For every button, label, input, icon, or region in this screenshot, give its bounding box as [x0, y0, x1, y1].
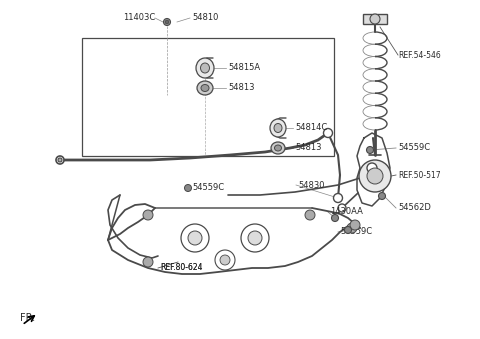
Circle shape	[165, 20, 169, 24]
Text: 54815A: 54815A	[228, 63, 260, 73]
Text: REF.80-624: REF.80-624	[160, 263, 203, 273]
Circle shape	[332, 215, 338, 221]
Ellipse shape	[201, 63, 209, 73]
Circle shape	[345, 226, 351, 234]
Ellipse shape	[270, 119, 286, 137]
Text: FR.: FR.	[20, 313, 35, 323]
Circle shape	[56, 156, 64, 164]
Circle shape	[370, 14, 380, 24]
Text: 54813: 54813	[295, 143, 322, 153]
Circle shape	[184, 184, 192, 192]
Circle shape	[359, 160, 391, 192]
Circle shape	[379, 193, 385, 199]
Text: 1430AA: 1430AA	[330, 207, 363, 217]
Circle shape	[367, 168, 383, 184]
Ellipse shape	[196, 58, 214, 78]
Ellipse shape	[201, 84, 209, 92]
Circle shape	[350, 220, 360, 230]
Bar	[82, 38, 334, 156]
Text: REF.54-546: REF.54-546	[398, 51, 441, 60]
Bar	[363, 14, 387, 24]
Text: 54814C: 54814C	[295, 123, 327, 133]
Circle shape	[143, 210, 153, 220]
Ellipse shape	[275, 145, 281, 151]
Circle shape	[334, 194, 343, 202]
Circle shape	[338, 204, 346, 212]
Circle shape	[367, 146, 373, 154]
Text: 11403C: 11403C	[123, 14, 155, 22]
Text: 54559C: 54559C	[398, 143, 430, 153]
Text: 54830: 54830	[298, 180, 324, 190]
Circle shape	[248, 231, 262, 245]
Circle shape	[324, 128, 333, 138]
Circle shape	[188, 231, 202, 245]
Text: 54813: 54813	[228, 83, 254, 93]
Text: 54810: 54810	[192, 14, 218, 22]
Circle shape	[58, 158, 62, 162]
Text: 54559C: 54559C	[192, 183, 224, 193]
Circle shape	[305, 210, 315, 220]
Text: REF.50-517: REF.50-517	[398, 171, 441, 179]
Circle shape	[143, 257, 153, 267]
Ellipse shape	[197, 81, 213, 95]
Circle shape	[164, 19, 170, 25]
Ellipse shape	[271, 142, 285, 154]
Circle shape	[367, 163, 377, 173]
Circle shape	[347, 223, 357, 233]
Text: 54562D: 54562D	[398, 203, 431, 213]
Text: 54559C: 54559C	[340, 227, 372, 237]
Circle shape	[220, 255, 230, 265]
Text: REF.80-624: REF.80-624	[160, 263, 203, 273]
Ellipse shape	[274, 123, 282, 133]
